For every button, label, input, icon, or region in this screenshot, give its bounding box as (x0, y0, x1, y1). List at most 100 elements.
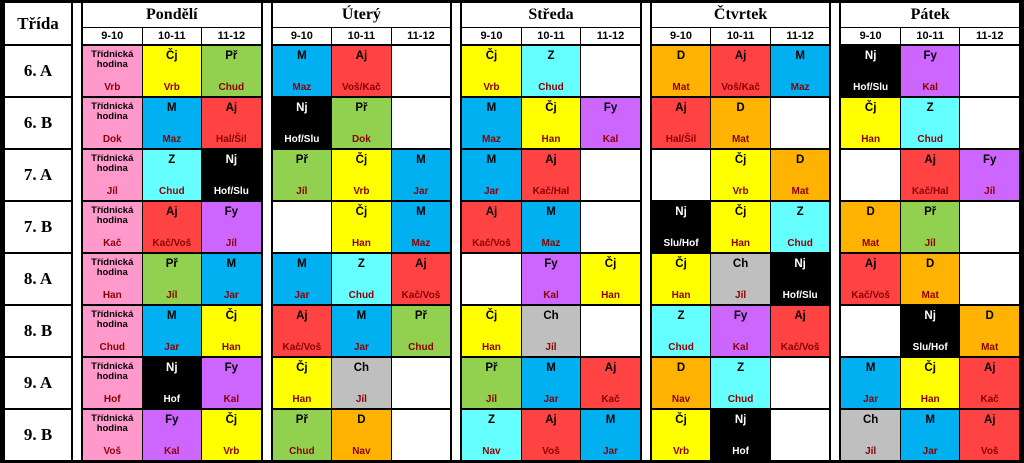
day-block-4: Čtvrtek 9-10 10-11 11-12 D Mat Aj Voš/Kač M Maz Aj… (649, 3, 832, 460)
lesson-row: Z Nav Aj Voš M Jar (462, 408, 640, 460)
subject-label: M (416, 154, 426, 166)
teacher-label: Han (541, 134, 561, 145)
lesson-cell: Třídnická hodina Kač (83, 202, 142, 252)
lesson-row: Aj Kač/Voš D Mat (841, 252, 1019, 304)
lesson-cell: Fy Kal (141, 410, 202, 460)
subject-label: M (865, 362, 876, 374)
lesson-row: Třídnická hodina Chud M Jar Čj Han (83, 304, 261, 356)
subject-label: Třídnická hodina (91, 205, 134, 227)
subject-label: Fy (982, 154, 997, 166)
lesson-cell: D Mat (710, 98, 770, 148)
lesson-cell: Př Dok (331, 98, 391, 148)
subject-label: Aj (296, 310, 308, 322)
teacher-label: Hof (103, 394, 121, 405)
day-block-2: Úterý 9-10 10-11 11-12 M Maz Aj Voš/Kač Nj Hof/Sl… (270, 3, 453, 460)
lesson-row: Čj Han Ch Jíl (462, 304, 640, 356)
lesson-cell: D Mat (651, 46, 711, 96)
teacher-label: Chud (159, 186, 185, 197)
lesson-cell: Aj Kač/Voš (462, 202, 521, 252)
subject-label: M (605, 414, 616, 426)
subject-label: Fy (224, 206, 239, 218)
day-header: Středa (528, 6, 574, 23)
subject-label: M (486, 154, 497, 166)
teacher-label: Jar (223, 290, 239, 301)
subject-label: Př (485, 362, 498, 374)
teacher-label: Nav (352, 446, 371, 457)
subject-label: Čj (225, 310, 238, 322)
lesson-cell: M Maz (272, 46, 332, 96)
subject-label: Fy (603, 102, 618, 114)
lesson-cell: Fy Jíl (201, 202, 261, 252)
empty-cell (273, 202, 332, 252)
lesson-row: Čj Han M Maz (272, 200, 451, 252)
empty-cell (959, 46, 1019, 96)
class-list: 6. A 6. B 7. A 7. B 8. A 8. B 9. A 9. B (5, 44, 71, 460)
subject-label: Př (165, 258, 178, 270)
subject-label: Ch (543, 310, 559, 322)
lesson-cell: Př Chud (390, 306, 451, 356)
lesson-cell: Fy Kal (710, 306, 770, 356)
empty-cell (580, 46, 640, 96)
class-label: 7. B (5, 200, 71, 252)
lesson-cell: Nj Hof (710, 410, 770, 460)
teacher-label: Nav (671, 394, 691, 405)
lesson-cell: Aj Kač/Voš (390, 254, 451, 304)
teacher-label: Mat (731, 134, 750, 145)
time-slot-header: 11-12 (390, 28, 451, 44)
subject-label: Fy (733, 310, 748, 322)
empty-cell (959, 202, 1019, 252)
teacher-label: Han (102, 290, 122, 301)
lesson-row: Př Jíl M Jar Aj Kač (462, 356, 640, 408)
lesson-cell: M Jar (331, 306, 391, 356)
lesson-cell: Aj Hal/Šil (201, 98, 261, 148)
subject-label: Př (295, 414, 308, 426)
subject-label: M (546, 362, 556, 374)
lesson-cell: Třídnická hodina Vrb (83, 46, 142, 96)
lesson-cell: Čj Han (331, 202, 391, 252)
subject-label: Nj (734, 414, 747, 426)
empty-cell (841, 150, 900, 200)
lesson-row: Nj Slu/Hof D Mat (841, 304, 1019, 356)
day-header: Čtvrtek (713, 6, 768, 23)
lesson-cell: Aj Kač/Voš (769, 306, 830, 356)
lesson-cell: M Jar (841, 358, 900, 408)
lesson-cell: D Mat (769, 150, 830, 200)
lesson-row: Čj Han Ch Jíl (272, 356, 451, 408)
teacher-label: Kač (980, 394, 999, 405)
teacher-label: Kač/Voš (282, 342, 322, 353)
teacher-label: Jar (922, 446, 938, 457)
teacher-label: Dok (102, 134, 122, 145)
empty-cell (462, 254, 521, 304)
subject-label: Čj (545, 102, 557, 114)
subject-label: Aj (983, 414, 996, 426)
subject-label: Fy (224, 362, 239, 374)
subject-label: D (795, 154, 805, 166)
lesson-row: Z Chud Fy Kal Aj Kač/Voš (651, 304, 830, 356)
subject-label: Fy (165, 414, 179, 426)
teacher-label: Jar (353, 342, 369, 353)
subject-label: Třídnická hodina (91, 49, 134, 71)
subject-label: Aj (864, 258, 877, 270)
subject-label: D (676, 362, 686, 374)
teacher-label: Jíl (984, 186, 996, 197)
lesson-cell: M Jar (520, 358, 581, 408)
class-label: 8. B (5, 304, 71, 356)
lesson-cell: Aj Hal/Šil (651, 98, 711, 148)
teacher-label: Hof (163, 394, 181, 405)
lesson-row: Třídnická hodina Jíl Z Chud Nj Hof/Slu (83, 148, 261, 200)
lesson-cell: Z Chud (520, 46, 581, 96)
lesson-cell: M Jar (272, 254, 332, 304)
time-slot-header: 10-11 (141, 28, 202, 44)
teacher-label: Han (731, 238, 751, 249)
teacher-label: Mat (981, 342, 999, 353)
day-header: Úterý (341, 6, 381, 23)
subject-label: M (297, 258, 307, 270)
lesson-cell: Nj Hof/Slu (841, 46, 900, 96)
teacher-label: Slu/Hof (663, 238, 699, 249)
subject-label: Čj (355, 206, 368, 218)
teacher-label: Kač/Voš (851, 290, 890, 301)
teacher-label: Maz (790, 82, 810, 93)
teacher-label: Han (221, 342, 241, 353)
teacher-label: Voš (542, 446, 560, 457)
lesson-cell: Třídnická hodina Voš (83, 410, 142, 460)
